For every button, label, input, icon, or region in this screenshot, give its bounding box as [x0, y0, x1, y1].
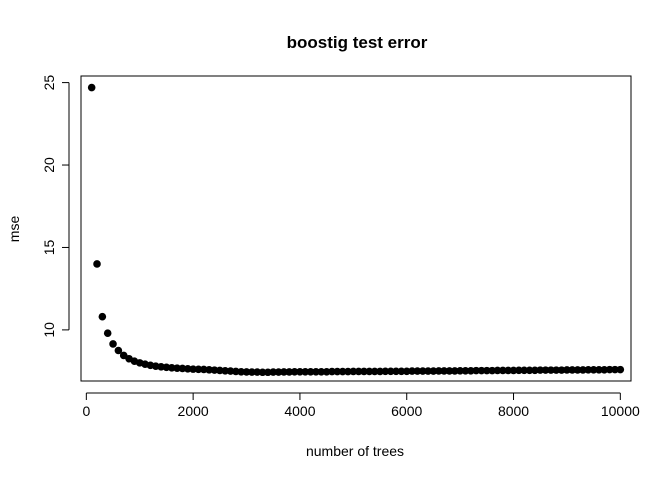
data-point [258, 368, 267, 377]
data-point [338, 367, 347, 376]
data-point [322, 367, 331, 376]
data-point [290, 367, 299, 376]
data-point [600, 365, 609, 374]
data-points [87, 83, 625, 377]
data-point [563, 366, 571, 374]
data-point [595, 365, 603, 374]
data-point [194, 365, 203, 374]
data-point [493, 366, 502, 375]
data-point [333, 367, 342, 376]
data-point [611, 365, 619, 374]
data-point [440, 367, 448, 375]
data-point [531, 366, 539, 375]
data-point [296, 367, 304, 376]
data-point [114, 346, 123, 355]
data-point [312, 367, 320, 376]
plot-frame [80, 75, 632, 382]
data-point [301, 367, 310, 376]
data-point [306, 367, 315, 376]
data-point [237, 367, 245, 376]
x-tick-label: 8000 [498, 403, 529, 419]
data-point [418, 367, 427, 375]
data-point [248, 368, 256, 376]
data-point [467, 366, 475, 375]
data-point [434, 367, 443, 375]
x-tick-label: 10000 [601, 403, 640, 419]
data-point [376, 367, 384, 376]
data-point [504, 366, 512, 375]
y-tick-label: 20 [41, 157, 57, 173]
y-tick-label: 10 [41, 322, 57, 338]
x-tick-label: 6000 [391, 403, 422, 419]
data-point [392, 367, 400, 376]
data-point [573, 366, 582, 374]
data-point [280, 368, 288, 376]
x-tick-label: 4000 [284, 403, 315, 419]
data-point [397, 367, 406, 376]
data-point [450, 367, 459, 375]
data-point [328, 367, 336, 376]
data-point [456, 366, 464, 375]
x-axis-label: number of trees [306, 443, 404, 459]
data-point [109, 340, 117, 348]
data-point [552, 366, 561, 374]
data-point [408, 367, 416, 375]
data-point [386, 367, 395, 376]
data-point [360, 367, 368, 376]
data-point [445, 367, 454, 375]
data-point [93, 260, 101, 268]
data-point [605, 365, 614, 374]
data-point [536, 366, 545, 374]
data-point [568, 366, 577, 374]
data-point [424, 367, 432, 375]
data-point [584, 365, 593, 374]
data-point [557, 366, 566, 374]
data-point [589, 365, 598, 374]
y-tick-label: 15 [41, 239, 57, 255]
data-point [381, 367, 390, 376]
data-point [317, 367, 326, 376]
data-point [472, 366, 480, 375]
data-point [189, 365, 197, 373]
data-point [509, 366, 518, 375]
data-point [242, 368, 251, 376]
data-point [344, 367, 352, 376]
data-point [461, 366, 470, 375]
y-axis: 10 15 20 25 [41, 75, 70, 338]
data-point [285, 368, 294, 376]
data-point [515, 366, 523, 375]
data-point [98, 312, 107, 321]
x-axis: 0 2000 4000 6000 8000 10000 [82, 392, 640, 419]
data-point [349, 367, 358, 376]
data-point [103, 329, 112, 337]
data-point [413, 367, 422, 375]
data-point [269, 368, 278, 376]
data-point [579, 366, 587, 374]
data-point [264, 368, 272, 377]
x-tick-label: 0 [82, 403, 90, 419]
data-point [87, 83, 96, 92]
data-point [525, 366, 534, 375]
data-point [547, 366, 555, 374]
data-point [354, 367, 363, 376]
data-point [616, 365, 625, 374]
data-point [274, 368, 283, 376]
data-point [499, 366, 507, 375]
y-tick-label: 25 [41, 75, 57, 91]
data-point [520, 366, 529, 375]
chart-title: boostig test error [287, 33, 428, 52]
y-axis-label: mse [6, 216, 22, 243]
data-point [429, 367, 438, 375]
data-point [483, 366, 491, 375]
data-point [253, 368, 262, 376]
data-point [402, 367, 411, 376]
data-point [477, 366, 486, 375]
data-point [488, 366, 496, 375]
x-tick-label: 2000 [178, 403, 209, 419]
data-point [541, 366, 550, 374]
data-point [365, 367, 374, 376]
data-point [370, 367, 379, 376]
